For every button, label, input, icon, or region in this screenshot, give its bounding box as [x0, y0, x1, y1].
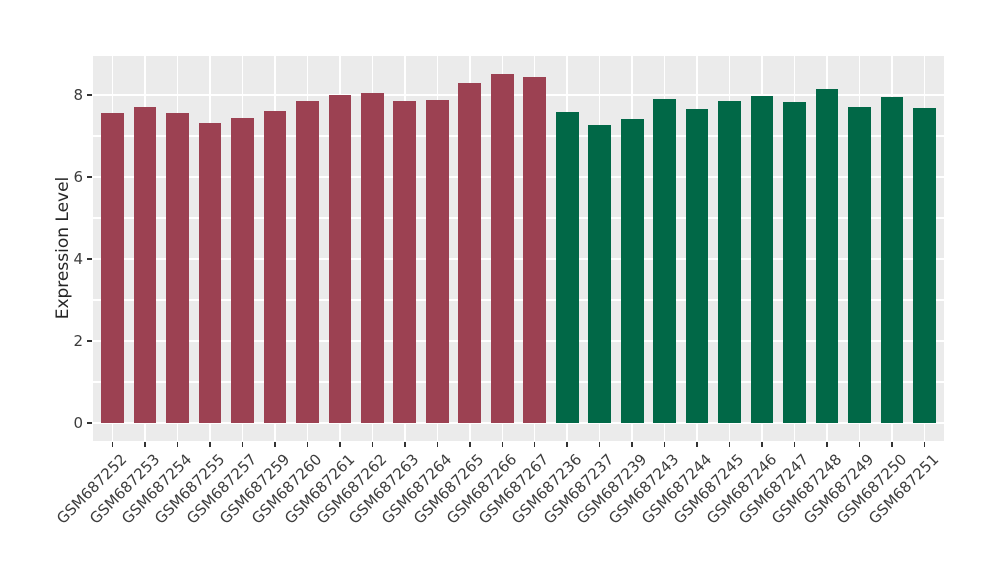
gridline-horizontal: [93, 340, 944, 342]
x-tick-mark: [176, 442, 179, 447]
x-tick-mark: [891, 442, 893, 447]
x-tick-mark: [858, 442, 861, 447]
bar: [328, 94, 352, 423]
bar: [198, 123, 222, 423]
x-tick-mark: [663, 442, 666, 447]
bar: [815, 89, 839, 423]
gridline-horizontal: [93, 176, 944, 178]
x-tick-mark: [274, 442, 276, 447]
x-tick-mark: [209, 442, 211, 447]
gridline-horizontal: [93, 422, 944, 424]
x-tick-mark: [241, 442, 244, 447]
x-tick-mark: [436, 442, 439, 447]
gridline-horizontal: [93, 299, 944, 301]
bar: [913, 108, 936, 423]
y-tick-label: 4: [73, 249, 83, 268]
x-tick-mark: [469, 442, 471, 447]
gridline-horizontal: [93, 381, 944, 383]
bar: [231, 117, 254, 423]
x-tick-mark: [728, 442, 731, 447]
plot-panel: [93, 56, 944, 441]
bar: [296, 100, 319, 423]
x-tick-mark: [404, 442, 406, 447]
bar: [783, 101, 806, 423]
bar: [133, 106, 157, 423]
gridline-horizontal: [93, 135, 944, 137]
bar: [458, 83, 482, 423]
x-tick-mark: [533, 442, 536, 447]
y-tick-label: 6: [73, 167, 83, 186]
y-tick-label: 2: [73, 331, 83, 350]
bar: [490, 73, 514, 423]
x-tick-mark: [631, 442, 633, 447]
x-tick-mark: [598, 442, 601, 447]
bar: [718, 101, 741, 423]
bar: [750, 96, 774, 423]
gridline-horizontal: [93, 258, 944, 260]
bar: [360, 93, 384, 423]
bar: [685, 109, 709, 423]
x-tick-mark: [371, 442, 374, 447]
bar: [588, 124, 612, 423]
y-tick-mark: [87, 258, 92, 260]
x-tick-mark: [111, 442, 114, 447]
bar: [620, 119, 644, 423]
x-tick-mark: [306, 442, 309, 447]
x-tick-mark: [339, 442, 341, 447]
y-tick-mark: [87, 340, 92, 342]
x-tick-mark: [696, 442, 698, 447]
x-tick-mark: [144, 442, 146, 447]
x-tick-mark: [826, 442, 828, 447]
x-tick-mark: [793, 442, 796, 447]
x-tick-mark: [761, 442, 763, 447]
bar: [653, 99, 676, 423]
y-tick-label: 0: [73, 413, 83, 432]
y-tick-label: 8: [73, 85, 83, 104]
bar: [848, 107, 871, 423]
x-tick-mark: [923, 442, 926, 447]
y-tick-mark: [87, 422, 92, 424]
bar: [263, 110, 287, 423]
y-tick-mark: [87, 176, 92, 178]
x-tick-mark: [501, 442, 503, 447]
bar: [393, 100, 417, 423]
gridline-horizontal: [93, 217, 944, 219]
bar: [166, 112, 189, 423]
bar: [101, 113, 124, 423]
bar: [880, 97, 904, 423]
bar: [425, 100, 449, 423]
gridline-horizontal: [93, 94, 944, 96]
x-tick-mark: [566, 442, 568, 447]
y-tick-mark: [87, 94, 92, 96]
bar: [523, 77, 547, 423]
bar: [555, 112, 579, 423]
